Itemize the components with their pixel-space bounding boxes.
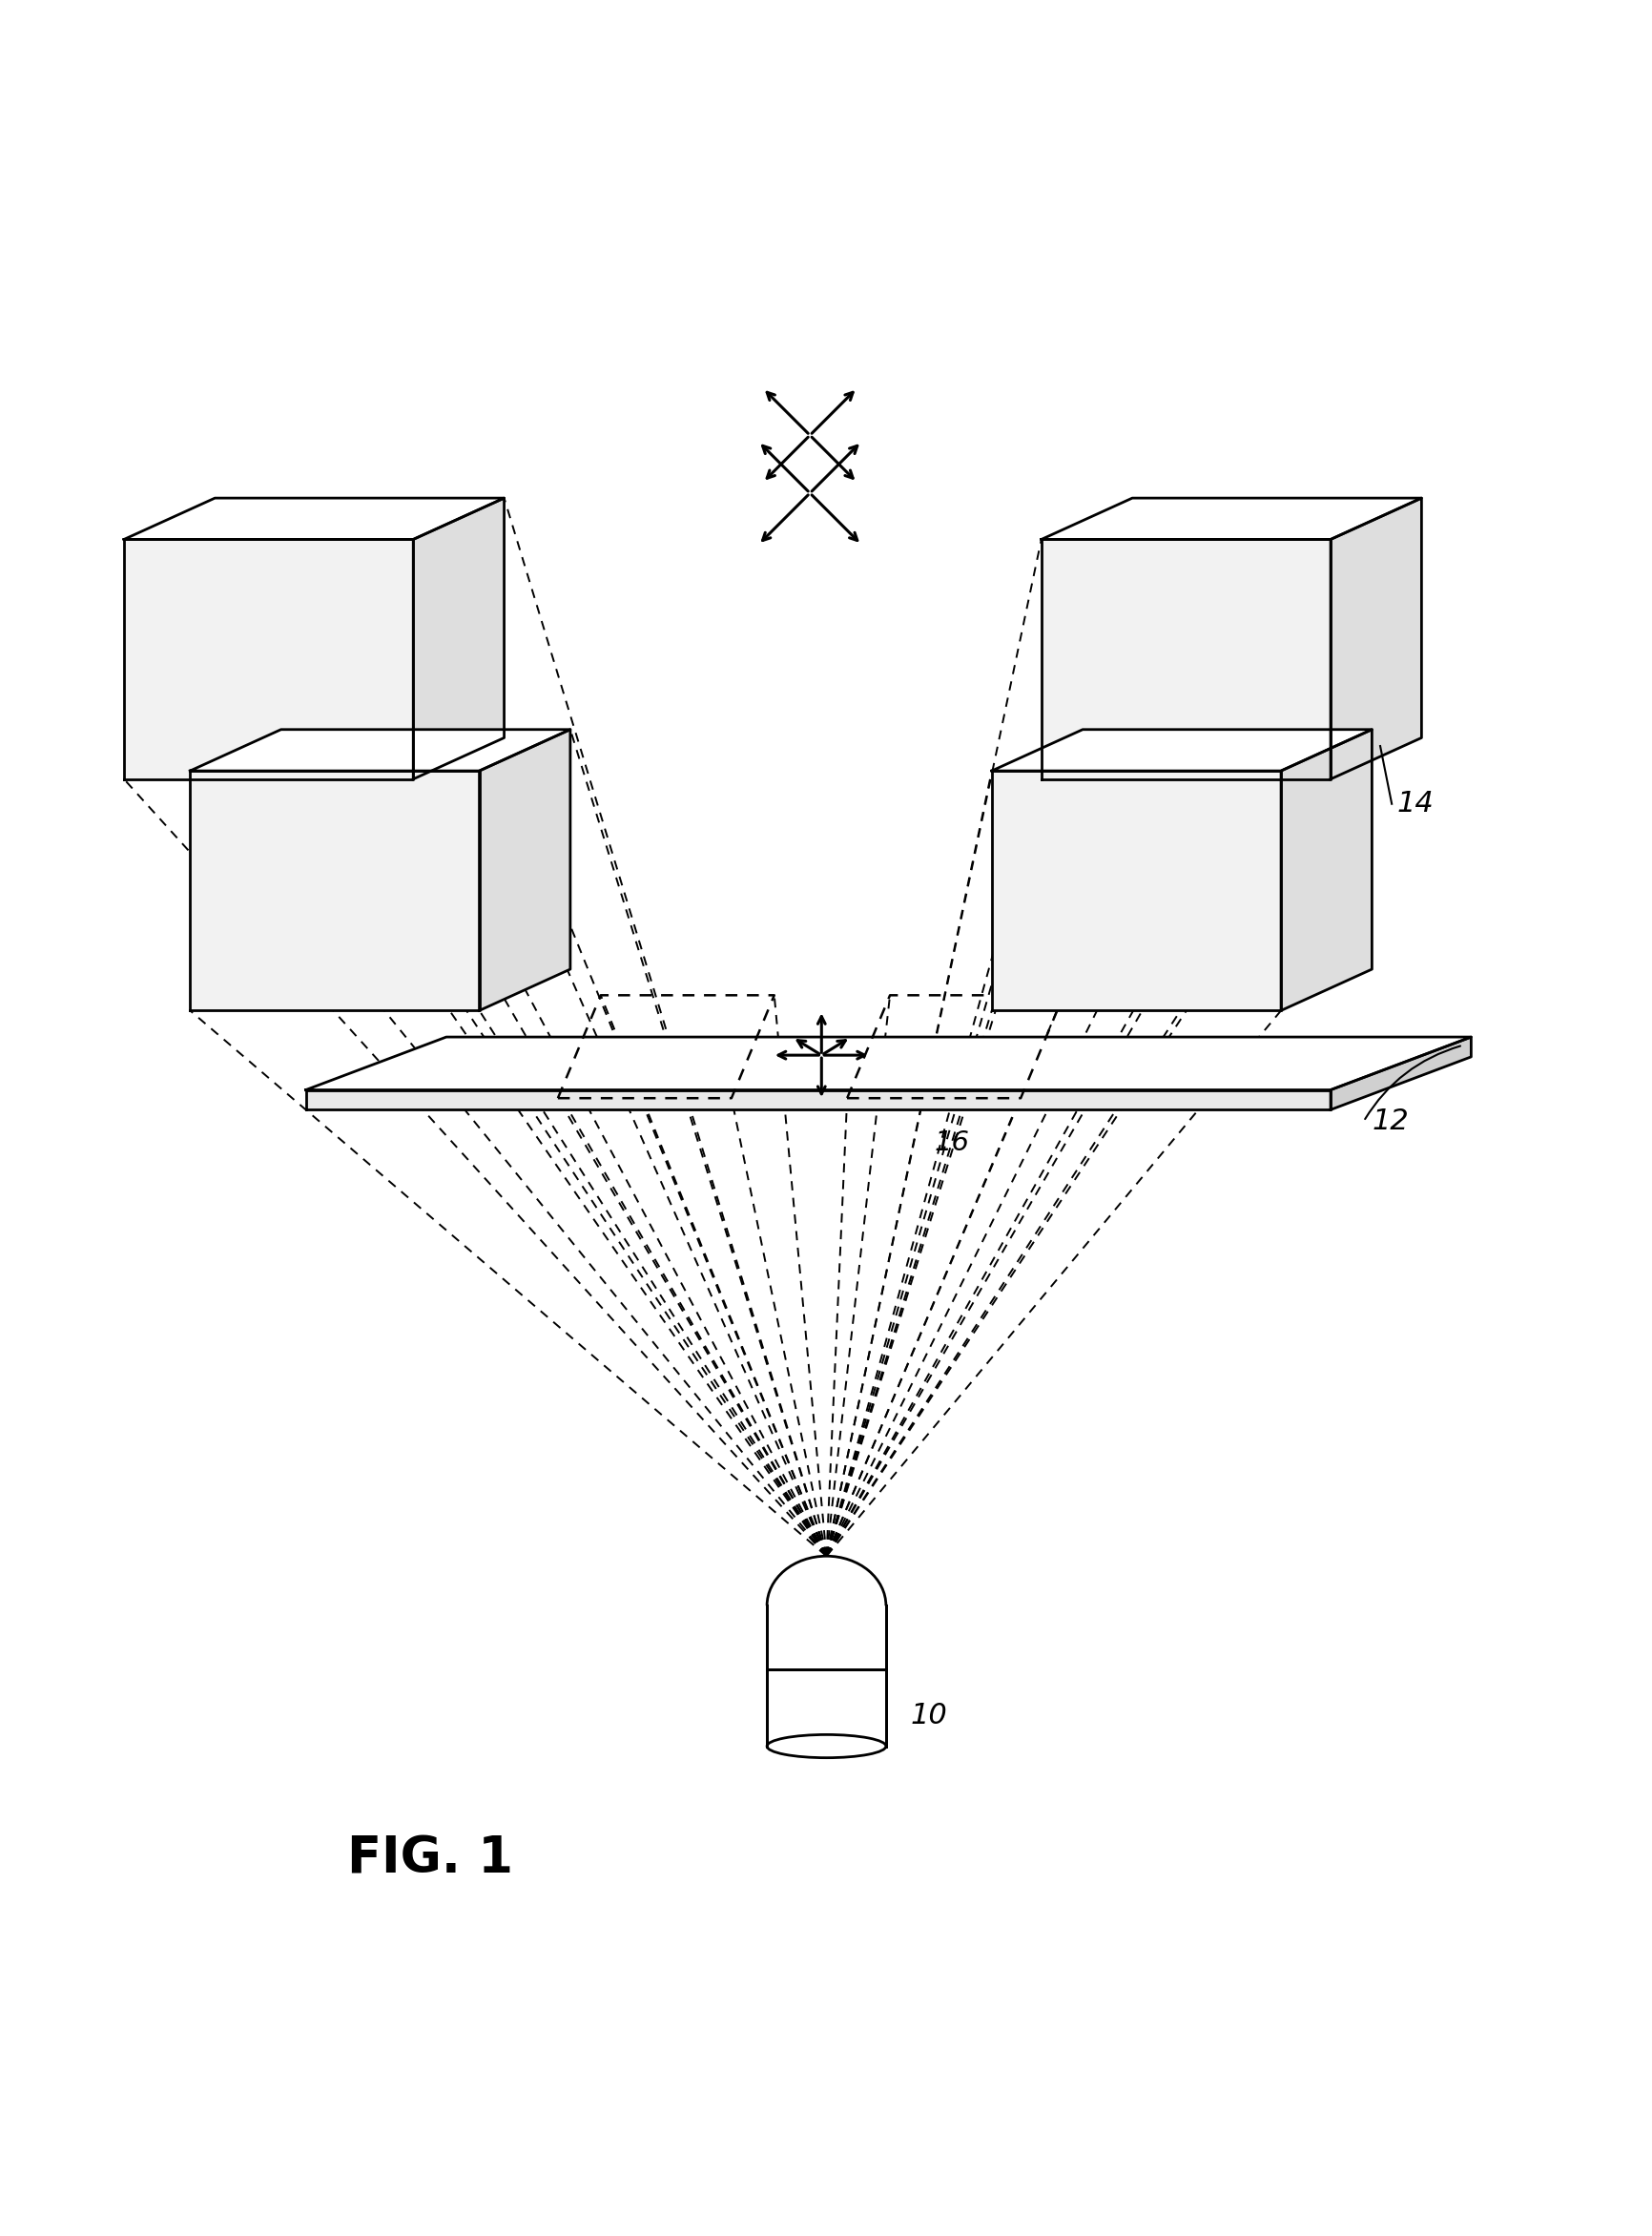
- Polygon shape: [1330, 499, 1421, 778]
- Polygon shape: [1041, 539, 1330, 778]
- Polygon shape: [1041, 499, 1421, 539]
- Polygon shape: [306, 1038, 1470, 1089]
- Polygon shape: [190, 729, 570, 771]
- Text: FIG. 1: FIG. 1: [347, 1834, 512, 1883]
- Polygon shape: [306, 1089, 1330, 1109]
- Polygon shape: [190, 771, 479, 1011]
- Polygon shape: [1330, 1038, 1470, 1109]
- Ellipse shape: [767, 1735, 885, 1757]
- Text: 16: 16: [933, 1129, 968, 1156]
- Polygon shape: [767, 1605, 885, 1746]
- Polygon shape: [124, 539, 413, 778]
- Polygon shape: [1280, 729, 1371, 1011]
- Polygon shape: [124, 499, 504, 539]
- Text: 14: 14: [1396, 789, 1432, 818]
- Polygon shape: [991, 729, 1371, 771]
- Polygon shape: [991, 771, 1280, 1011]
- Text: 10: 10: [910, 1702, 947, 1731]
- Polygon shape: [479, 729, 570, 1011]
- Polygon shape: [413, 499, 504, 778]
- Text: 12: 12: [1371, 1107, 1408, 1136]
